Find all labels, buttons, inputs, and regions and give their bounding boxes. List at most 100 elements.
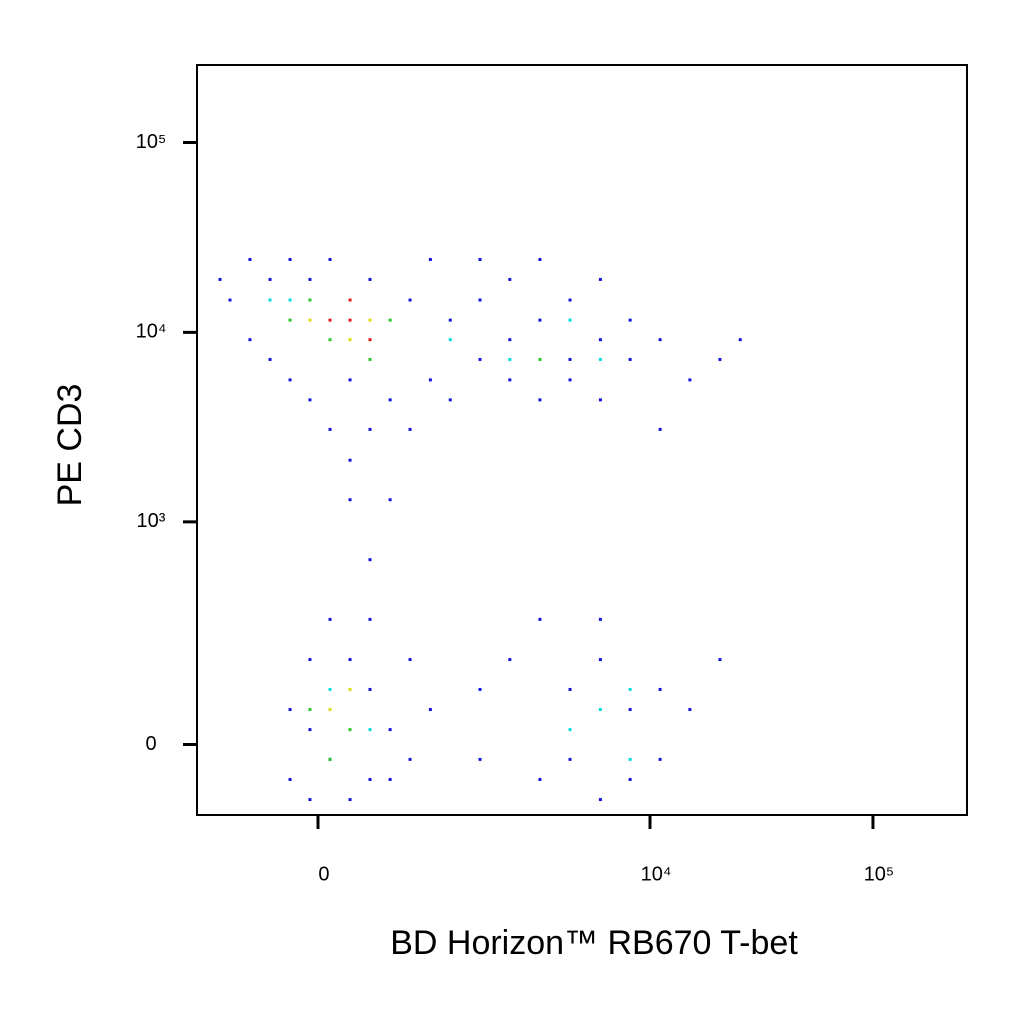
point bbox=[288, 318, 292, 322]
point bbox=[658, 757, 662, 761]
point bbox=[568, 357, 572, 361]
point bbox=[568, 378, 572, 382]
point bbox=[328, 687, 332, 691]
point bbox=[658, 427, 662, 431]
point bbox=[688, 378, 692, 382]
point bbox=[428, 378, 432, 382]
point bbox=[308, 728, 312, 732]
point bbox=[268, 298, 272, 302]
point bbox=[628, 708, 632, 712]
point bbox=[408, 658, 412, 662]
y-axis-title: PE CD3 bbox=[51, 384, 89, 507]
point bbox=[368, 558, 372, 562]
point bbox=[538, 318, 542, 322]
point bbox=[508, 378, 512, 382]
point bbox=[368, 318, 372, 322]
point bbox=[598, 277, 602, 281]
point bbox=[348, 318, 352, 322]
point bbox=[348, 298, 352, 302]
point bbox=[658, 687, 662, 691]
point bbox=[308, 398, 312, 402]
point bbox=[388, 777, 392, 781]
y-tick-label: 10⁴ bbox=[136, 321, 167, 343]
point bbox=[538, 617, 542, 621]
point bbox=[348, 378, 352, 382]
y-tick-label: 10³ bbox=[137, 510, 166, 532]
point bbox=[348, 658, 352, 662]
point bbox=[538, 357, 542, 361]
point bbox=[598, 658, 602, 662]
point bbox=[538, 257, 542, 261]
point bbox=[348, 687, 352, 691]
point bbox=[538, 398, 542, 402]
point bbox=[478, 687, 482, 691]
point bbox=[368, 427, 372, 431]
point bbox=[628, 757, 632, 761]
point bbox=[328, 757, 332, 761]
point bbox=[568, 728, 572, 732]
point bbox=[478, 357, 482, 361]
point bbox=[478, 757, 482, 761]
point bbox=[368, 277, 372, 281]
y-tick-label: 10⁵ bbox=[136, 131, 167, 153]
point bbox=[268, 357, 272, 361]
point bbox=[478, 257, 482, 261]
point bbox=[388, 498, 392, 502]
point bbox=[308, 318, 312, 322]
point bbox=[288, 708, 292, 712]
point bbox=[288, 298, 292, 302]
point bbox=[688, 708, 692, 712]
point bbox=[598, 398, 602, 402]
point bbox=[288, 378, 292, 382]
point bbox=[508, 658, 512, 662]
point bbox=[248, 338, 252, 342]
point bbox=[328, 427, 332, 431]
point bbox=[508, 357, 512, 361]
point bbox=[368, 357, 372, 361]
point bbox=[348, 798, 352, 802]
point bbox=[538, 777, 542, 781]
x-tick-label: 10⁴ bbox=[641, 863, 672, 885]
point bbox=[308, 708, 312, 712]
point bbox=[348, 728, 352, 732]
point bbox=[628, 777, 632, 781]
point bbox=[228, 298, 232, 302]
point bbox=[408, 427, 412, 431]
point bbox=[508, 277, 512, 281]
point bbox=[738, 338, 742, 342]
point bbox=[448, 318, 452, 322]
point bbox=[388, 398, 392, 402]
point bbox=[328, 338, 332, 342]
point bbox=[598, 357, 602, 361]
point bbox=[308, 298, 312, 302]
point bbox=[368, 338, 372, 342]
point bbox=[598, 798, 602, 802]
point bbox=[288, 777, 292, 781]
x-tick-label: 10⁵ bbox=[864, 863, 895, 885]
point bbox=[288, 257, 292, 261]
point bbox=[718, 357, 722, 361]
point bbox=[658, 338, 662, 342]
point bbox=[388, 318, 392, 322]
point bbox=[348, 458, 352, 462]
point bbox=[348, 338, 352, 342]
point bbox=[628, 357, 632, 361]
point bbox=[628, 318, 632, 322]
point bbox=[408, 757, 412, 761]
point bbox=[368, 777, 372, 781]
point bbox=[368, 617, 372, 621]
point bbox=[598, 617, 602, 621]
point bbox=[328, 708, 332, 712]
point bbox=[448, 338, 452, 342]
point bbox=[308, 277, 312, 281]
point bbox=[218, 277, 222, 281]
point bbox=[568, 757, 572, 761]
point bbox=[448, 398, 452, 402]
plot-frame bbox=[196, 64, 968, 816]
point bbox=[568, 687, 572, 691]
point bbox=[598, 338, 602, 342]
point bbox=[328, 257, 332, 261]
point bbox=[428, 708, 432, 712]
point bbox=[628, 687, 632, 691]
